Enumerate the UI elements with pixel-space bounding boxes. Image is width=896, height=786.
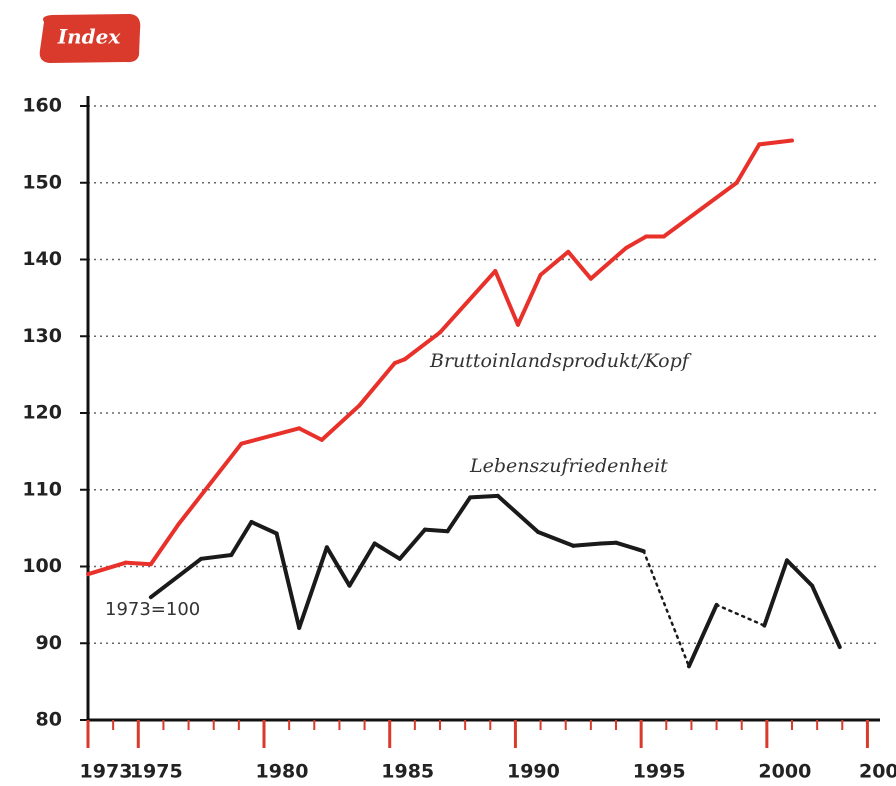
x-tick-label: 1973	[80, 761, 133, 783]
line-segment	[297, 426, 324, 442]
line-segment	[624, 234, 649, 250]
line-segment	[538, 249, 571, 277]
line-segment	[438, 269, 498, 335]
line-segment	[810, 583, 842, 650]
line-segment	[123, 560, 153, 567]
x-tick-label: 1995	[633, 761, 686, 783]
line-segment-dotted	[715, 603, 766, 627]
x-tick-label: 2004	[859, 761, 896, 783]
y-tick-label: 90	[36, 632, 62, 654]
line-segment	[402, 330, 442, 362]
line-segment	[686, 602, 719, 669]
line-segment	[566, 249, 593, 281]
line-segment	[422, 527, 450, 534]
line-segment	[249, 519, 279, 536]
series-label: Bruttoinlandsprodukt/Kopf	[429, 350, 692, 372]
line-segment	[319, 403, 362, 442]
line-segment	[614, 540, 646, 554]
line-segment	[372, 541, 402, 561]
x-tick-label: 1975	[130, 761, 183, 783]
line-segment	[176, 441, 244, 527]
line-segment	[661, 180, 739, 239]
line-segment	[274, 531, 302, 630]
badge: Index	[57, 25, 122, 49]
y-tick-label: 140	[22, 248, 62, 270]
line-segment	[324, 545, 352, 588]
line-segment	[148, 556, 204, 600]
line-segment	[397, 527, 427, 561]
line-segment	[468, 493, 500, 500]
line-segment	[588, 245, 629, 281]
line-segment	[86, 560, 128, 577]
line-segment	[762, 558, 789, 628]
line-segment	[515, 272, 543, 327]
line-segment	[357, 361, 397, 408]
x-tick-label: 1980	[256, 761, 309, 783]
line-segment	[757, 138, 794, 147]
x-tick-label: 1985	[381, 761, 434, 783]
line-segment	[571, 541, 603, 548]
line-segment	[495, 493, 541, 534]
line-segment-dotted	[642, 549, 691, 668]
line-segment	[347, 541, 377, 588]
y-tick-label: 150	[22, 171, 62, 193]
x-tick-label: 2000	[758, 761, 811, 783]
line-segment	[297, 545, 329, 630]
y-tick-label: 130	[22, 325, 62, 347]
line-segment	[598, 540, 618, 546]
line-segment	[148, 522, 181, 567]
series-label: Lebenszufriedenheit	[469, 455, 668, 477]
line-segment	[239, 426, 302, 446]
line-segment	[493, 269, 520, 327]
line-segment	[445, 495, 473, 534]
line-segment	[536, 529, 576, 548]
y-tick-label: 80	[36, 709, 62, 731]
line-segment	[784, 558, 815, 588]
y-tick-label: 110	[22, 478, 62, 500]
line-segment	[734, 142, 762, 185]
y-tick-label: 160	[22, 95, 62, 117]
line-segment	[229, 519, 254, 557]
x-tick-label: 1990	[507, 761, 560, 783]
note: 1973=100	[105, 599, 200, 620]
line-segment	[199, 552, 234, 561]
y-tick-label: 120	[22, 402, 62, 424]
y-tick-label: 100	[22, 555, 62, 577]
badge-bg	[39, 14, 141, 63]
